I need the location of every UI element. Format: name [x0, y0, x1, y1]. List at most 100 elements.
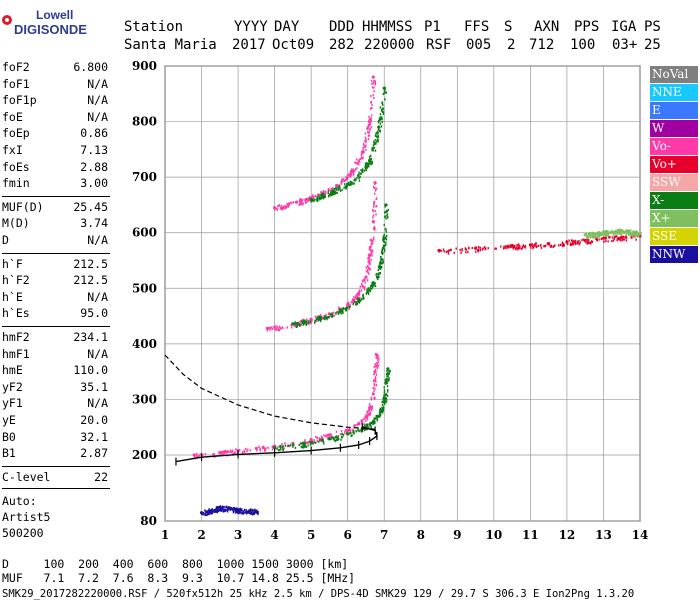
parameter-name: yE	[2, 413, 16, 427]
parameter-row: h`F2 212.5	[2, 273, 108, 287]
echo-dot	[237, 511, 239, 515]
echo-dot	[572, 240, 575, 243]
echo-dot	[467, 250, 469, 254]
echo-dot	[374, 80, 377, 83]
echo-dot	[212, 453, 214, 456]
echo-dot	[612, 232, 615, 236]
parameter-name: foEs	[2, 159, 30, 174]
echo-dot	[338, 308, 340, 311]
echo-dot	[465, 251, 467, 254]
echo-dot	[341, 432, 344, 436]
echo-dot	[385, 237, 387, 240]
parameter-row: C-level 22	[2, 470, 108, 484]
echo-dot	[495, 247, 497, 250]
echo-dot	[363, 169, 366, 172]
echo-dot	[342, 434, 345, 437]
echo-dot	[372, 146, 374, 150]
echo-dot	[292, 443, 294, 446]
echo-dot	[372, 208, 374, 211]
echo-dot	[367, 134, 370, 137]
echo-dot	[371, 283, 373, 287]
echo-dot	[387, 368, 389, 372]
echo-dot	[369, 286, 371, 289]
echo-dot	[308, 440, 311, 443]
parameter-name: yF2	[2, 379, 23, 394]
x-tick-label: 3	[234, 528, 242, 542]
echo-dot	[364, 277, 366, 280]
echo-dot	[613, 231, 616, 234]
echo-dot	[375, 197, 378, 200]
echo-dot	[330, 434, 332, 437]
echo-dot	[239, 509, 241, 512]
echo-dot	[375, 365, 378, 368]
echo-dot	[295, 325, 298, 328]
trace-point	[291, 322, 295, 326]
echo-dot	[523, 245, 525, 248]
echo-dot	[377, 135, 380, 138]
echo-dot	[217, 506, 220, 509]
echo-dot	[300, 201, 302, 204]
echo-dot	[345, 309, 347, 312]
echo-dot	[351, 298, 354, 301]
echo-dot	[597, 235, 599, 238]
echo-dot	[304, 199, 307, 202]
echo-dot	[373, 192, 376, 195]
echo-dot	[231, 508, 233, 511]
echo-dot	[383, 240, 386, 244]
echo-dot	[357, 163, 360, 166]
echo-dot	[279, 446, 282, 449]
echo-dot	[461, 249, 463, 252]
echo-dot	[353, 169, 356, 172]
trace-es-layer-x-	[583, 228, 642, 240]
echo-dot	[447, 252, 450, 255]
echo-dot	[369, 405, 371, 408]
echo-dot	[239, 449, 241, 452]
echo-dot	[532, 244, 534, 248]
legend-item-e: E	[650, 102, 698, 119]
echo-dot	[368, 124, 370, 128]
echo-dot	[352, 299, 354, 303]
echo-dot	[374, 189, 377, 192]
legend-item-ssw: SSW	[650, 174, 698, 191]
echo-dot	[376, 356, 378, 360]
echo-dot	[297, 321, 299, 324]
echo-dot	[304, 444, 307, 447]
echo-dot	[320, 195, 322, 198]
x-tick-label: 14	[632, 528, 649, 542]
echo-dot	[374, 282, 376, 285]
echo-dot	[360, 420, 362, 423]
echo-dot	[294, 446, 297, 449]
parameter-value: N/A	[87, 76, 108, 91]
trace-point	[346, 432, 350, 436]
echo-dot	[332, 191, 334, 194]
echo-dot	[382, 92, 385, 96]
echo-dot	[330, 437, 332, 440]
echo-dot	[345, 186, 348, 189]
echo-dot	[353, 300, 356, 303]
echo-dot	[320, 196, 323, 200]
echo-dot	[535, 242, 537, 245]
echo-dot	[343, 183, 346, 186]
echo-dot	[277, 445, 279, 449]
echo-dot	[327, 188, 330, 191]
parameter-row: foE N/A	[2, 110, 108, 124]
echo-dot	[623, 231, 626, 235]
echo-dot	[243, 511, 245, 515]
echo-dot	[588, 238, 590, 242]
echo-dot	[362, 294, 365, 297]
parameter-row: MUF(D) 25.45	[2, 200, 108, 214]
echo-dot	[384, 98, 386, 101]
echo-dot	[368, 255, 371, 258]
x-tick-label: 8	[417, 528, 425, 542]
echo-dot	[381, 249, 383, 252]
echo-dot	[372, 185, 375, 188]
echo-dot	[601, 230, 604, 233]
echo-dot	[351, 170, 353, 173]
echo-dot	[631, 234, 633, 237]
echo-dot	[537, 244, 540, 247]
echo-dot	[365, 423, 368, 426]
parameter-row: h`F 212.5	[2, 257, 108, 271]
echo-dot	[362, 170, 364, 174]
echo-dot	[335, 185, 337, 189]
echo-dot	[585, 241, 587, 244]
